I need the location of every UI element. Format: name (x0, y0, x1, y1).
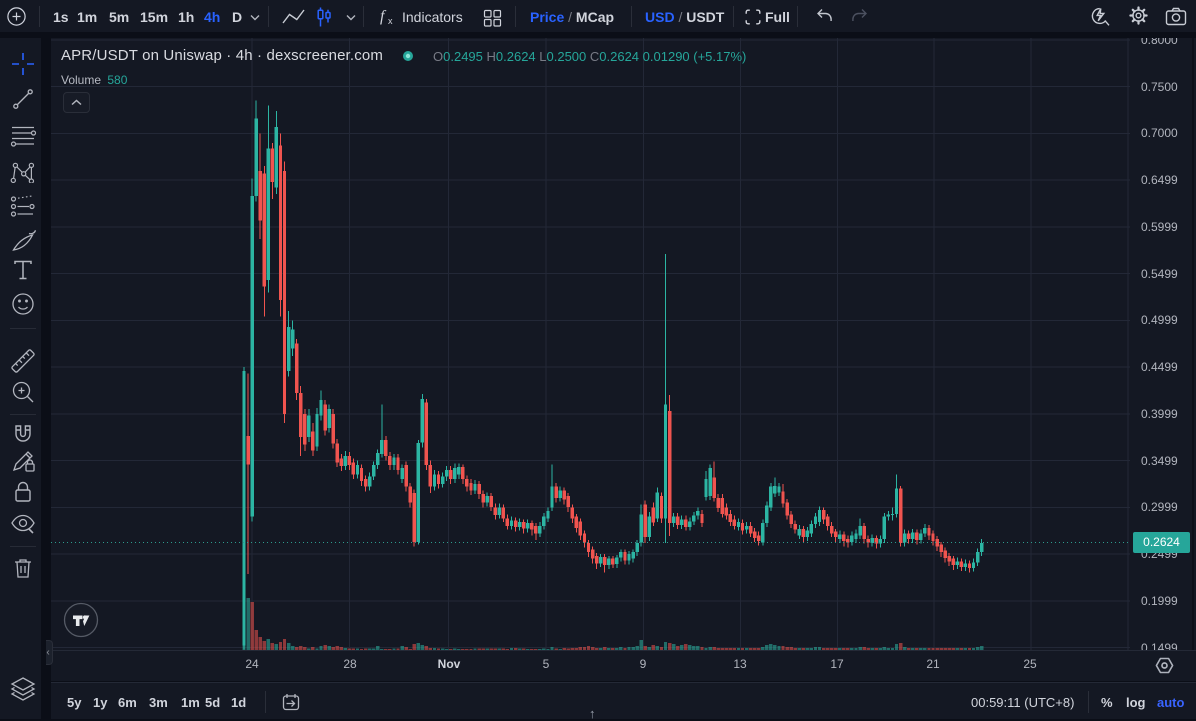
svg-text:f: f (380, 8, 387, 25)
svg-text:x: x (388, 16, 393, 26)
